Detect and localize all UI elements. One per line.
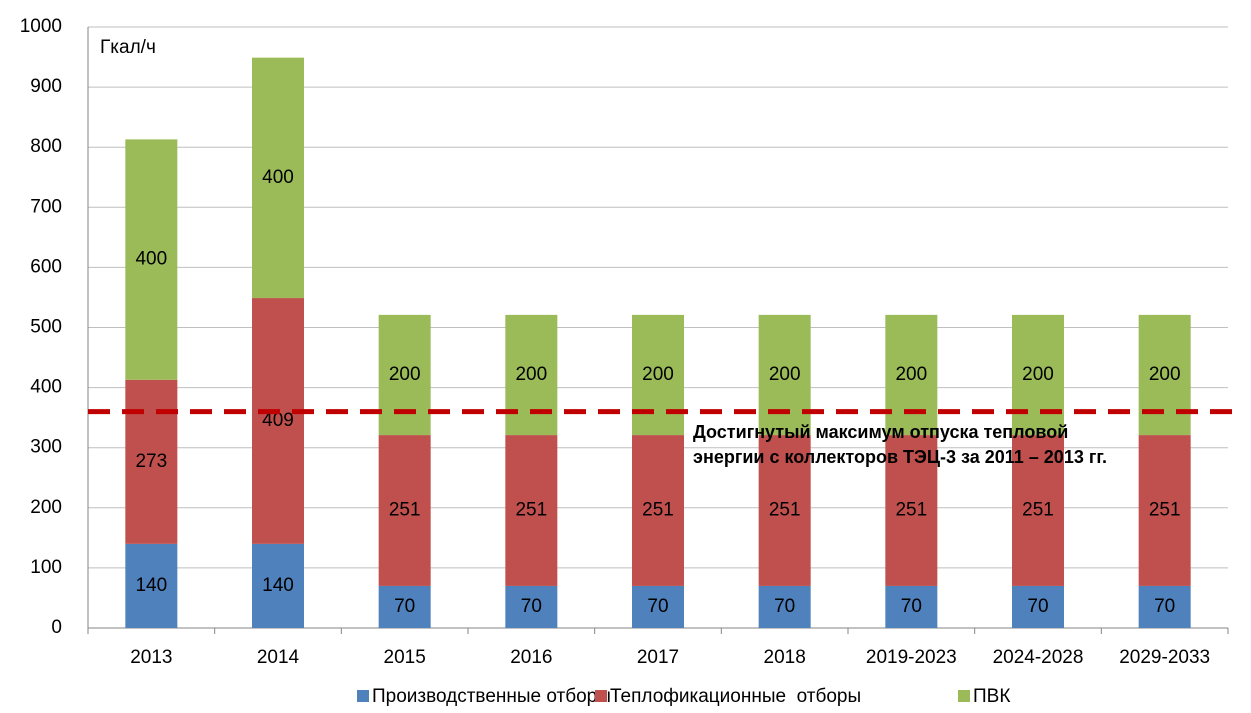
bar-segment <box>378 314 431 436</box>
x-tick-label: 2016 <box>510 647 552 668</box>
data-label: 251 <box>389 500 421 521</box>
x-tick-label: 2015 <box>384 647 426 668</box>
y-tick-label: 100 <box>30 557 62 578</box>
data-label: 70 <box>1154 596 1175 617</box>
bar-segment <box>758 585 811 628</box>
y-tick-label: 900 <box>30 76 62 97</box>
data-label: 200 <box>769 364 801 385</box>
bar-segment <box>1138 314 1191 436</box>
y-tick-label: 300 <box>30 437 62 458</box>
annotation: Достигнутый максимум отпуска тепловой <box>693 422 1068 442</box>
bar-segment <box>885 435 938 586</box>
data-label: 251 <box>895 500 927 521</box>
y-unit-label: Гкал/ч <box>100 37 156 58</box>
bar-segment <box>1138 435 1191 586</box>
data-label: 251 <box>515 500 547 521</box>
data-label: 140 <box>262 575 294 596</box>
legend-label: Теплофикационные отборы <box>610 686 861 707</box>
data-label: 200 <box>515 364 547 385</box>
data-label: 273 <box>135 451 167 472</box>
legend-swatch <box>958 690 970 702</box>
bar-segment <box>252 57 304 299</box>
bar-segment <box>632 585 684 628</box>
bar-segment <box>505 435 558 586</box>
data-label: 200 <box>1149 364 1181 385</box>
data-label: 251 <box>769 500 801 521</box>
x-tick-label: 2017 <box>637 647 679 668</box>
bar-segment <box>1012 314 1064 436</box>
legend-label: ПВК <box>973 686 1010 707</box>
bar-segment <box>252 298 304 544</box>
x-tick-label: 2024-2028 <box>993 647 1084 668</box>
y-tick-label: 1000 <box>20 16 62 37</box>
data-label: 70 <box>647 596 668 617</box>
bar-segment <box>758 435 811 586</box>
data-label: 70 <box>774 596 795 617</box>
annotation: энергии с коллекторов ТЭЦ-3 за 2011 – 20… <box>693 447 1107 467</box>
bar-segment <box>125 379 178 544</box>
y-tick-label: 600 <box>30 256 62 277</box>
bar-segment <box>125 139 178 380</box>
data-label: 70 <box>901 596 922 617</box>
x-tick-label: 2029-2033 <box>1119 647 1210 668</box>
data-label: 400 <box>135 249 167 270</box>
y-tick-label: 700 <box>30 196 62 217</box>
y-tick-label: 200 <box>30 497 62 518</box>
data-label: 140 <box>135 575 167 596</box>
bar-segment <box>1138 585 1191 628</box>
data-label: 400 <box>262 167 294 188</box>
data-label: 200 <box>1022 364 1054 385</box>
bar-segment <box>1012 435 1064 586</box>
y-tick-label: 0 <box>51 617 62 638</box>
data-label: 200 <box>895 364 927 385</box>
legend-swatch <box>357 690 369 702</box>
bar-segment <box>632 435 684 586</box>
data-label: 409 <box>262 410 294 431</box>
bar-segment <box>885 314 938 436</box>
bar-segment <box>632 314 684 436</box>
data-label: 251 <box>1149 500 1181 521</box>
data-label: 70 <box>1027 596 1048 617</box>
bar-segment <box>505 585 558 628</box>
data-label: 251 <box>1022 500 1054 521</box>
x-tick-label: 2014 <box>257 647 300 668</box>
data-label: 251 <box>642 500 674 521</box>
legend-swatch <box>595 690 607 702</box>
y-tick-label: 800 <box>30 136 62 157</box>
x-tick-label: 2013 <box>130 647 172 668</box>
bar-segment <box>758 314 811 436</box>
legend-label: Производственные отборы <box>372 686 611 707</box>
bar-segment <box>885 585 938 628</box>
data-label: 70 <box>521 596 542 617</box>
data-label: 200 <box>389 364 421 385</box>
x-tick-label: 2019-2023 <box>866 647 957 668</box>
x-tick-label: 2018 <box>764 647 806 668</box>
y-tick-label: 500 <box>30 317 62 338</box>
bar-segment <box>125 543 178 628</box>
bar-segment <box>378 585 431 628</box>
bar-segment <box>252 543 304 628</box>
data-label: 70 <box>394 596 415 617</box>
bar-segment <box>505 314 558 436</box>
bar-segment <box>1012 585 1064 628</box>
data-label: 200 <box>642 364 674 385</box>
bar-segment <box>378 435 431 586</box>
y-tick-label: 400 <box>30 377 62 398</box>
